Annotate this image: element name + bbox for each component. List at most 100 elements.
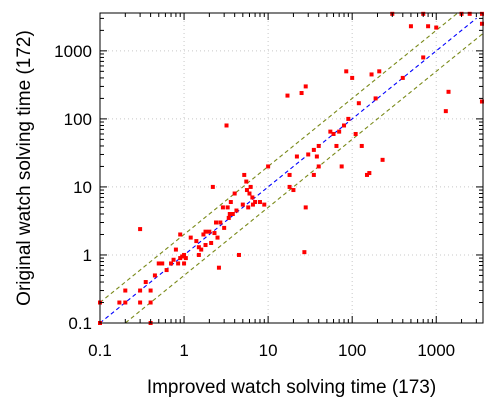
x-tick-label: 1000 (417, 341, 455, 360)
y-tick-label: 1 (83, 246, 92, 265)
data-point (138, 300, 143, 305)
data-point (364, 172, 369, 177)
reference-line-y-eq-x (99, 17, 477, 324)
data-point (306, 152, 311, 157)
data-point (234, 208, 239, 213)
data-point (373, 96, 378, 101)
data-point (314, 154, 319, 159)
data-point (400, 75, 405, 80)
data-point (218, 220, 223, 225)
data-point (171, 257, 176, 262)
data-point (294, 154, 299, 159)
data-point (443, 109, 448, 114)
data-point (316, 143, 321, 148)
data-point (344, 69, 349, 74)
data-point (148, 288, 153, 293)
data-point (230, 212, 235, 216)
data-point (250, 195, 255, 200)
data-point (210, 184, 215, 189)
data-point (183, 256, 188, 261)
x-tick-label: 0.1 (88, 341, 112, 360)
data-point (160, 261, 165, 266)
data-point (356, 101, 361, 106)
data-point (299, 91, 304, 96)
data-point (253, 200, 258, 205)
y-tick-label: 1000 (54, 42, 92, 61)
data-point (339, 164, 344, 169)
plot-frame (99, 12, 484, 324)
data-point (207, 229, 212, 234)
data-point (302, 250, 307, 255)
data-point (246, 205, 251, 210)
data-point (117, 300, 122, 305)
x-tick-label: 1 (179, 341, 188, 360)
data-point (220, 205, 225, 210)
data-point (434, 25, 439, 30)
data-point (156, 261, 161, 266)
data-point (346, 116, 351, 121)
data-point (248, 184, 253, 189)
data-point (266, 164, 271, 169)
data-point (331, 131, 336, 136)
data-point (178, 232, 183, 237)
data-point (215, 235, 220, 240)
data-point (152, 273, 157, 278)
y-tick-label: 10 (73, 178, 92, 197)
data-point (408, 24, 413, 29)
data-point (203, 243, 208, 248)
data-point (227, 212, 232, 216)
data-point (359, 143, 364, 148)
data-point (188, 235, 193, 240)
data-point (123, 288, 128, 293)
data-point (380, 157, 385, 162)
data-point (123, 300, 128, 305)
data-point (228, 200, 233, 205)
data-point (212, 231, 217, 236)
data-point (182, 252, 187, 257)
data-point (209, 240, 214, 245)
data-point (176, 261, 181, 266)
data-point (467, 11, 472, 16)
data-point (199, 247, 204, 252)
data-point (350, 75, 355, 80)
data-point (232, 191, 237, 196)
data-point (143, 280, 148, 285)
data-point (257, 200, 262, 205)
data-point (196, 245, 201, 250)
y-tick-label: 0.1 (68, 314, 92, 333)
data-point (138, 227, 143, 232)
x-tick-label: 10 (259, 341, 278, 360)
data-point (342, 123, 347, 128)
data-point (226, 215, 231, 220)
data-point (291, 188, 296, 193)
axis-ticks: 0.1 1 10 100 1000 0.1 1 10 100 1000 (54, 13, 483, 360)
data-point (311, 172, 316, 177)
y-axis-label: Original watch solving time (172) (14, 30, 35, 306)
x-tick-label: 100 (338, 341, 366, 360)
data-point (367, 171, 372, 176)
data-point (164, 268, 169, 273)
data-points (98, 11, 484, 325)
data-point (303, 84, 308, 89)
data-point (196, 252, 201, 257)
reference-line-y-eq-x-div-2 (125, 33, 484, 324)
x-axis-label: Improved watch solving time (173) (147, 377, 436, 398)
data-point (262, 202, 267, 207)
data-point (224, 123, 229, 128)
data-point (148, 300, 153, 305)
data-point (287, 172, 292, 177)
data-point (247, 191, 252, 196)
data-point (479, 99, 484, 104)
data-point (446, 89, 451, 94)
data-point (369, 72, 374, 77)
data-point (479, 21, 484, 26)
data-point (311, 147, 316, 152)
reference-line-y-eq-2x (99, 12, 458, 303)
data-point (421, 55, 426, 60)
data-point (242, 172, 247, 177)
data-point (479, 11, 484, 16)
data-point (426, 24, 431, 29)
data-point (169, 261, 174, 266)
data-point (244, 179, 249, 184)
